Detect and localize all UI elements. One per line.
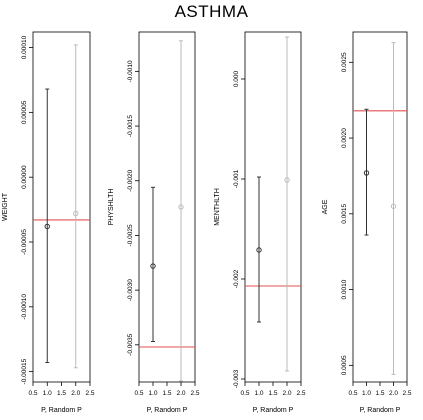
y-axis-title: MENTHLTH [214, 188, 221, 226]
y-tick-label: 0.000 [233, 70, 240, 87]
x-tick-label: 0.5 [134, 390, 143, 397]
point-1-marker [256, 247, 262, 253]
panel-2-physhlth: 0.5 1.0 1.5 2.0 2.5 -0.0035 -0.0030 -0.0025 -0.0… [108, 31, 200, 414]
point-2-marker [73, 210, 79, 217]
y-tick-label: -0.0015 [127, 115, 134, 137]
x-tick-label: 1.5 [57, 390, 66, 397]
y-tick-label: 0.0010 [341, 279, 348, 299]
x-tick-label: 2.0 [176, 390, 185, 397]
point-2-marker [178, 204, 184, 210]
x-tick-label: 0.5 [240, 390, 249, 397]
y-axis-title: WEIGHT [2, 192, 9, 221]
y-tick-label: -0.0025 [127, 224, 134, 246]
x-tick-label: 2.0 [71, 390, 80, 397]
y-tick-label: 0.0015 [341, 203, 348, 223]
x-tick-label: 0.5 [348, 390, 357, 397]
point-2-marker [390, 203, 397, 209]
y-tick-label: -0.002 [233, 269, 240, 288]
plot-frame [32, 31, 91, 383]
y-tick-label: -0.003 [233, 369, 240, 388]
x-tick-label: 2.0 [282, 390, 291, 397]
y-tick-label: -0.0035 [127, 333, 134, 355]
x-tick-label: 1.0 [254, 390, 263, 397]
point-1-marker [150, 263, 156, 269]
x-tick-label: 1.0 [148, 390, 157, 397]
x-tick-label: 2.5 [296, 390, 305, 397]
y-tick-label: 0.0025 [341, 52, 348, 72]
x-axis-title: P, Random P [41, 407, 82, 414]
x-tick-label: 1.0 [362, 390, 371, 397]
panel-4-age: 0.5 1.0 1.5 2.0 2.5 0.0005 0.0010 0.0015 0.0020 0… [322, 31, 412, 414]
y-tick-label: -0.001 [233, 169, 240, 188]
y-tick-label: 0.0020 [341, 128, 348, 148]
y-tick-label: 0.0005 [341, 355, 348, 375]
y-tick-label: 0.00005 [21, 100, 28, 124]
point-2-marker [284, 177, 290, 183]
y-axis-title: AGE [322, 199, 329, 214]
chart-title: ASTHMA [174, 2, 249, 21]
x-tick-label: 2.0 [389, 390, 398, 397]
y-tick-label: -0.00005 [21, 229, 28, 255]
x-axis-title: P, Random P [253, 407, 294, 414]
panel-1-weight: 0.5 1.0 1.5 2.0 2.5 -0.00015 -0.00010 -0.00005 0… [2, 31, 95, 414]
x-axis-title: P, Random P [147, 407, 188, 414]
y-tick-label: -0.0010 [127, 60, 134, 82]
x-tick-label: 1.5 [268, 390, 277, 397]
x-tick-label: 2.5 [402, 390, 411, 397]
y-tick-label: 0.00010 [21, 35, 28, 59]
x-axis-title: P, Random P [360, 407, 401, 414]
y-tick-label: -0.0020 [127, 169, 134, 191]
x-tick-label: 1.5 [375, 390, 384, 397]
plot-frame [138, 31, 196, 383]
x-tick-label: 1.5 [162, 390, 171, 397]
y-axis-title: PHYSHLTH [108, 189, 115, 226]
x-tick-label: 0.5 [28, 390, 37, 397]
x-tick-label: 2.5 [190, 390, 199, 397]
panel-3-menthlth: 0.5 1.0 1.5 2.0 2.5 -0.003 -0.002 -0.001 0.000 P,… [214, 31, 306, 414]
plot-frame [244, 31, 302, 383]
point-1-marker [363, 170, 370, 176]
y-tick-label: -0.00015 [21, 358, 28, 384]
x-tick-label: 2.5 [85, 390, 94, 397]
y-tick-label: 0.00000 [21, 165, 28, 189]
x-tick-label: 1.0 [43, 390, 52, 397]
point-1-marker [44, 223, 50, 230]
plot-frame [352, 31, 408, 383]
y-tick-label: -0.00010 [21, 294, 28, 320]
y-tick-label: -0.0030 [127, 279, 134, 301]
